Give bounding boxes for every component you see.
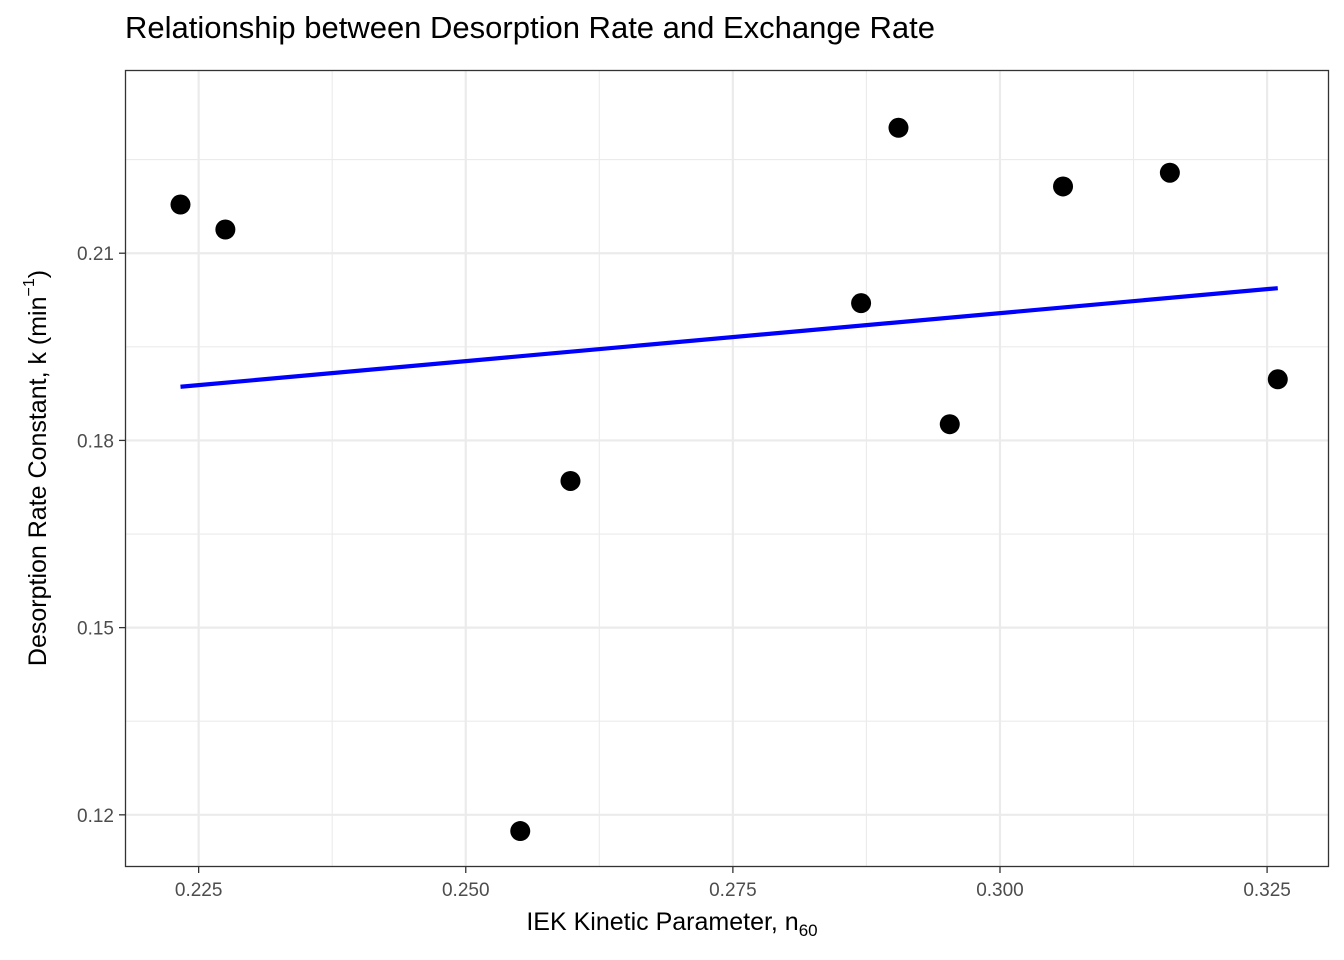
data-point: [1159, 162, 1180, 183]
fit-line-layer: [180, 286, 1278, 389]
x-tick-label: 0.275: [709, 880, 757, 901]
data-point: [1053, 176, 1074, 197]
chart-title: Relationship between Desorption Rate and…: [125, 10, 935, 45]
data-point: [1267, 369, 1288, 390]
data-point: [560, 470, 581, 491]
plot-panel-border: [124, 69, 1330, 868]
major-gridlines: [126, 71, 1328, 866]
data-point: [888, 117, 909, 138]
x-tick-label: 0.300: [976, 880, 1024, 901]
fit-line: [180, 286, 1278, 389]
y-axis-label: Desorption Rate Constant, k (min−1): [21, 269, 52, 667]
minor-gridlines: [126, 71, 1328, 866]
data-point: [170, 194, 191, 215]
y-axis-ticks: 0.12 0.15 0.18 0.21: [77, 244, 125, 827]
x-axis-label: IEK Kinetic Parameter, n60: [526, 908, 818, 940]
x-axis-ticks: 0.225 0.250 0.275 0.300 0.325: [175, 867, 1291, 901]
x-tick-label: 0.325: [1243, 880, 1291, 901]
y-tick-label: 0.15: [77, 619, 114, 640]
x-tick-label: 0.225: [175, 880, 223, 901]
data-point: [851, 293, 872, 314]
data-point: [939, 414, 960, 435]
data-point: [215, 219, 236, 240]
y-tick-label: 0.18: [77, 431, 114, 452]
y-tick-label: 0.12: [77, 806, 114, 827]
data-points: [170, 117, 1288, 842]
data-point: [510, 821, 531, 842]
x-tick-label: 0.250: [442, 880, 490, 901]
y-tick-label: 0.21: [77, 244, 114, 265]
